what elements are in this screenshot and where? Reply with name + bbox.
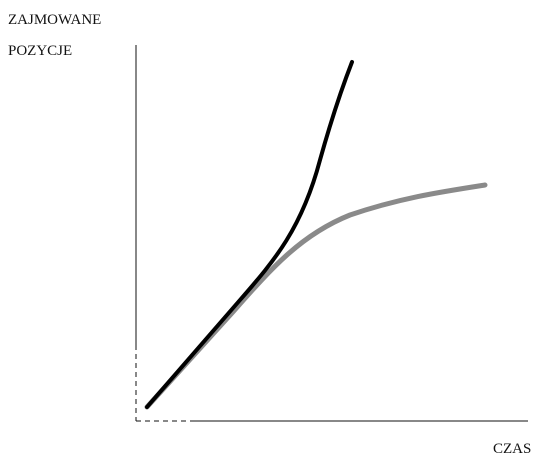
y-axis-label-line: POZYCJE <box>8 43 72 59</box>
y-axis-label-line: ZAJMOWANE <box>8 12 101 28</box>
gray-curve <box>144 182 488 410</box>
black-curve <box>145 60 354 409</box>
x-axis-label: CZAS <box>493 441 531 457</box>
